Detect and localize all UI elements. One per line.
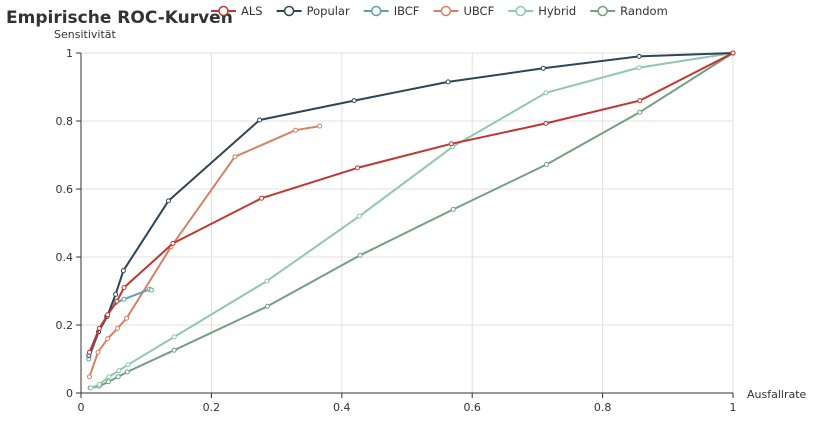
data-point-hybrid[interactable] — [171, 334, 177, 340]
x-tick-label: 0 — [78, 401, 85, 414]
legend-marker-hybrid — [515, 5, 526, 17]
legend-marker-popular — [283, 5, 295, 17]
y-tick-label: 1 — [66, 47, 73, 60]
data-point-random[interactable] — [171, 347, 177, 353]
data-point-ibcf[interactable] — [121, 296, 127, 302]
data-point-popular[interactable] — [445, 79, 451, 85]
data-point-ubcf[interactable] — [87, 374, 92, 380]
legend-item-ubcf[interactable]: UBCF — [433, 4, 494, 18]
chart-title: Empirische ROC-Kurven — [6, 8, 233, 28]
y-axis-title: Sensitivität — [54, 28, 116, 41]
data-point-als[interactable] — [354, 165, 360, 171]
data-point-als[interactable] — [259, 195, 265, 201]
legend-marker-ibcf — [370, 5, 382, 17]
series-line-ubcf — [88, 125, 320, 378]
legend-item-als[interactable]: ALS — [211, 4, 263, 18]
x-tick-label: 0.8 — [594, 401, 612, 414]
legend-item-ibcf[interactable]: IBCF — [363, 4, 420, 18]
data-point-als[interactable] — [543, 120, 549, 126]
legend-marker-random — [597, 5, 608, 17]
data-point-random[interactable] — [115, 374, 121, 380]
series-ubcf — [87, 123, 323, 380]
legend-item-hybrid[interactable]: Hybrid — [508, 4, 576, 18]
data-point-hybrid[interactable] — [264, 278, 270, 284]
data-point-als[interactable] — [105, 312, 111, 318]
legend-label-ubcf: UBCF — [463, 4, 494, 18]
data-point-random[interactable] — [450, 206, 456, 212]
data-point-als[interactable] — [87, 349, 92, 355]
data-point-popular[interactable] — [113, 291, 119, 297]
data-point-als[interactable] — [730, 50, 736, 56]
data-point-hybrid[interactable] — [543, 90, 549, 96]
data-point-random[interactable] — [265, 303, 270, 309]
data-point-random[interactable] — [124, 369, 130, 375]
data-point-ubcf[interactable] — [105, 336, 111, 342]
data-point-hybrid[interactable] — [125, 362, 131, 368]
series-layer — [86, 50, 736, 391]
y-tick-label: 0.6 — [56, 183, 74, 196]
data-point-als[interactable] — [121, 285, 127, 291]
data-point-popular[interactable] — [257, 117, 263, 123]
series-line-random — [89, 52, 734, 389]
data-point-hybrid[interactable] — [636, 65, 642, 71]
series-popular — [86, 50, 736, 359]
data-point-popular[interactable] — [636, 53, 642, 59]
series-als — [87, 50, 736, 355]
data-point-popular[interactable] — [540, 65, 546, 71]
legend-label-ibcf: IBCF — [394, 4, 420, 18]
data-point-popular[interactable] — [351, 98, 357, 104]
legend-item-random[interactable]: Random — [590, 4, 668, 18]
legend-label-hybrid: Hybrid — [538, 4, 576, 18]
data-point-ibcf[interactable] — [148, 287, 154, 293]
data-point-ubcf[interactable] — [293, 127, 298, 133]
data-point-als[interactable] — [114, 298, 120, 304]
legend-marker-als — [218, 5, 229, 17]
legend-label-als: ALS — [241, 4, 263, 18]
x-tick-label: 1 — [730, 401, 737, 414]
data-point-als[interactable] — [96, 325, 102, 331]
legend-label-popular: Popular — [307, 4, 350, 18]
data-point-ubcf[interactable] — [124, 315, 130, 321]
data-point-als[interactable] — [637, 98, 643, 104]
data-point-ubcf[interactable] — [115, 325, 120, 331]
data-point-popular[interactable] — [120, 268, 126, 274]
data-point-ubcf[interactable] — [317, 123, 323, 129]
y-tick-label: 0.2 — [56, 319, 74, 332]
legend: ALS Popular IBCF UBCF Hybrid Random — [211, 4, 668, 18]
data-point-hybrid[interactable] — [88, 385, 94, 391]
data-point-als[interactable] — [448, 141, 454, 147]
x-tick-label: 0.2 — [203, 401, 221, 414]
data-point-random[interactable] — [105, 379, 111, 385]
series-line-hybrid — [90, 52, 734, 389]
x-axis-title: Ausfallrate — [747, 388, 807, 401]
legend-label-random: Random — [620, 4, 668, 18]
axis-layer: 0 0.2 0.4 0.6 0.8 1 0 0.2 0.4 0.6 0.8 1 — [56, 47, 737, 414]
data-point-random[interactable] — [544, 162, 549, 167]
grid-layer — [81, 52, 734, 393]
data-point-ubcf[interactable] — [95, 349, 101, 355]
data-point-random[interactable] — [357, 252, 363, 258]
data-point-ubcf[interactable] — [232, 154, 238, 160]
series-line-als — [88, 52, 734, 353]
data-point-hybrid[interactable] — [116, 368, 122, 374]
data-point-popular[interactable] — [165, 198, 171, 204]
legend-marker-ubcf — [440, 5, 452, 17]
y-tick-label: 0 — [66, 387, 73, 400]
y-tick-label: 0.8 — [56, 115, 74, 128]
y-tick-label: 0.4 — [56, 251, 74, 264]
legend-item-popular[interactable]: Popular — [276, 4, 350, 18]
x-tick-label: 0.4 — [333, 401, 351, 414]
data-point-random[interactable] — [637, 109, 643, 115]
series-line-popular — [87, 52, 734, 356]
x-tick-label: 0.6 — [463, 401, 481, 414]
data-point-als[interactable] — [170, 240, 176, 246]
data-point-hybrid[interactable] — [106, 374, 112, 380]
data-point-hybrid[interactable] — [96, 382, 102, 387]
data-point-hybrid[interactable] — [356, 213, 362, 219]
